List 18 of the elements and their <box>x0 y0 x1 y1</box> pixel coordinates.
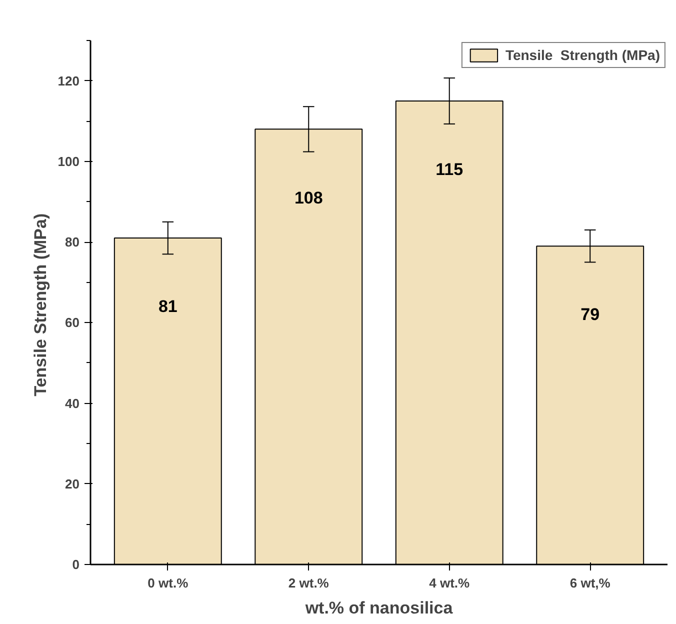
y-axis-title: Tensile Strength (MPa) <box>30 213 50 396</box>
y-tick-label: 120 <box>58 73 80 88</box>
x-tick-label: 4 wt.% <box>429 576 470 590</box>
x-tick-label: 0 wt.% <box>148 576 189 590</box>
data-label: 79 <box>580 305 600 324</box>
data-label: 115 <box>436 160 464 180</box>
x-tick-label: 6 wt,% <box>570 576 611 590</box>
y-tick-label: 0 <box>72 557 80 572</box>
x-tick-label: 2 wt.% <box>288 576 330 590</box>
y-tick-label: 40 <box>65 396 80 411</box>
y-tick-label: 20 <box>65 476 80 492</box>
legend-label: Tensile Strength (MPa) <box>505 47 660 63</box>
y-tick-label: 80 <box>65 234 80 250</box>
y-tick-label: 60 <box>65 315 80 330</box>
data-label: 108 <box>294 188 323 208</box>
y-tick-label: 100 <box>58 154 80 169</box>
x-axis-title: wt.% of nanosilica <box>304 598 454 618</box>
data-label: 81 <box>158 297 178 316</box>
